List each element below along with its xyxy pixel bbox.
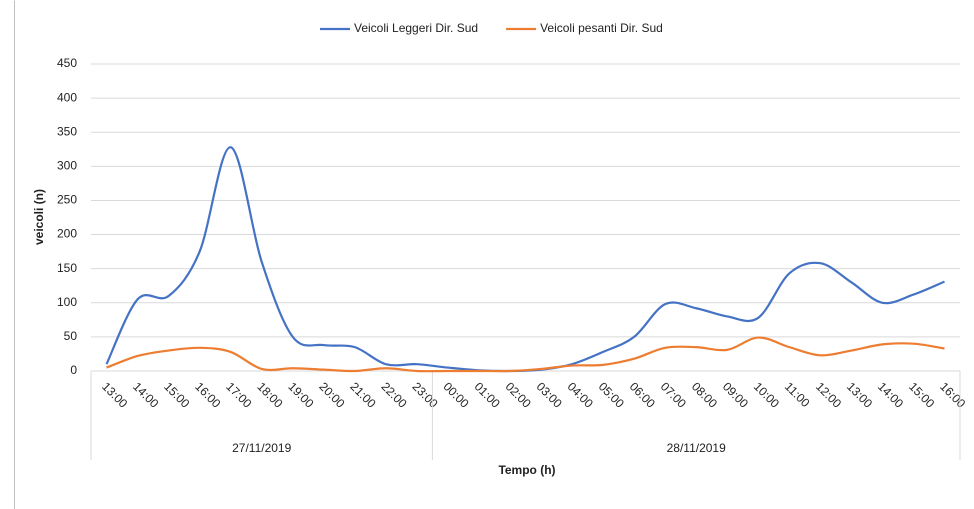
x-tick-label: 16:00 <box>192 379 223 410</box>
y-tick-label: 250 <box>57 193 77 207</box>
x-tick-label: 23:00 <box>410 379 441 410</box>
y-axis-label: veicoli (n) <box>32 189 46 245</box>
x-tick-label: 08:00 <box>689 379 720 410</box>
x-tick-label: 16:00 <box>937 379 968 410</box>
y-tick-label: 450 <box>57 56 77 70</box>
x-tick-label: 13:00 <box>99 379 130 410</box>
x-tick-label: 20:00 <box>316 379 347 410</box>
x-axis-label: Tempo (h) <box>498 463 555 477</box>
x-tick-label: 17:00 <box>223 379 254 410</box>
x-tick-label: 15:00 <box>161 379 192 410</box>
x-tick-label: 07:00 <box>658 379 689 410</box>
x-tick-label: 15:00 <box>906 379 937 410</box>
x-tick-label: 11:00 <box>782 379 813 410</box>
x-tick-label: 14:00 <box>130 379 161 410</box>
y-tick-label: 150 <box>57 261 77 275</box>
x-tick-label: 18:00 <box>254 379 285 410</box>
y-tick-label: 0 <box>70 363 77 377</box>
x-tick-label: 06:00 <box>627 379 658 410</box>
x-tick-label: 22:00 <box>378 379 409 410</box>
x-tick-label: 13:00 <box>844 379 875 410</box>
x-tick-label: 05:00 <box>596 379 627 410</box>
group-label: 28/11/2019 <box>667 441 726 455</box>
legend-label: Veicoli pesanti Dir. Sud <box>540 21 663 35</box>
x-tick-label: 19:00 <box>285 379 316 410</box>
y-tick-label: 300 <box>57 159 77 173</box>
x-tick-label: 09:00 <box>720 379 751 410</box>
series-line <box>106 336 945 373</box>
y-tick-label: 100 <box>57 295 77 309</box>
x-tick-label: 00:00 <box>441 379 472 410</box>
y-tick-label: 50 <box>64 329 78 343</box>
x-tick-label: 04:00 <box>565 379 596 410</box>
legend-label: Veicoli Leggeri Dir. Sud <box>354 21 478 35</box>
x-tick-label: 10:00 <box>751 379 782 410</box>
x-tick-label: 02:00 <box>503 379 534 410</box>
x-tick-label: 12:00 <box>813 379 844 410</box>
y-tick-label: 350 <box>57 124 77 138</box>
group-label: 27/11/2019 <box>232 441 291 455</box>
x-tick-label: 14:00 <box>875 379 906 410</box>
x-tick-label: 01:00 <box>472 379 503 410</box>
series-line <box>105 146 945 373</box>
y-tick-label: 200 <box>57 227 77 241</box>
x-tick-label: 21:00 <box>347 379 378 410</box>
y-tick-label: 400 <box>57 90 77 104</box>
x-tick-label: 03:00 <box>534 379 565 410</box>
